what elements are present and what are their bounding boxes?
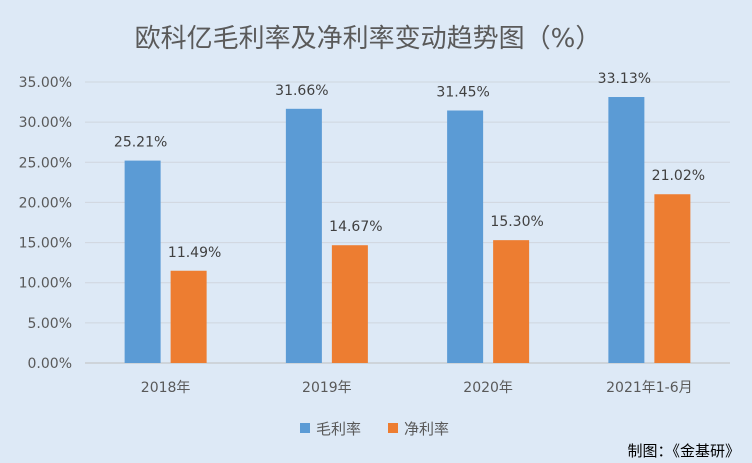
legend-swatch-gross-margin — [300, 423, 310, 433]
bar-gross-margin — [285, 108, 322, 363]
data-label-net-margin: 15.30% — [490, 214, 543, 230]
data-label-gross-margin: 31.66% — [275, 83, 328, 99]
y-tick-label: 30.00% — [19, 115, 72, 131]
data-labels: 25.21% 11.49% 31.66% 14.67% 31.45% 15.30% 33.1… — [114, 71, 705, 261]
x-tick-label: 2019年 — [302, 380, 352, 396]
data-label-net-margin: 21.02% — [652, 168, 705, 184]
legend-label-net-margin: 净利率 — [404, 420, 449, 438]
x-axis: 2018年 2019年 2020年 2021年1-6月 — [141, 380, 693, 396]
bar-net-margin — [170, 270, 207, 363]
y-tick-label: 10.00% — [19, 276, 72, 292]
bars — [124, 97, 691, 363]
bar-gross-margin — [124, 160, 161, 363]
bar-net-margin — [493, 240, 530, 363]
bar-net-margin — [331, 245, 368, 363]
y-tick-label: 0.00% — [28, 356, 72, 372]
y-axis: 0.00% 5.00% 10.00% 15.00% 20.00% 25.00% 30.00%… — [19, 75, 72, 372]
y-tick-label: 20.00% — [19, 195, 72, 211]
data-label-net-margin: 11.49% — [168, 245, 221, 261]
chart-title: 欧科亿毛利率及净利率变动趋势图（%） — [135, 24, 602, 54]
data-label-gross-margin: 25.21% — [114, 135, 167, 151]
legend: 毛利率 净利率 — [300, 420, 449, 438]
legend-swatch-net-margin — [388, 423, 398, 433]
x-tick-label: 2018年 — [141, 380, 191, 396]
y-tick-label: 15.00% — [19, 236, 72, 252]
legend-label-gross-margin: 毛利率 — [316, 420, 361, 438]
y-tick-label: 5.00% — [28, 316, 72, 332]
data-label-net-margin: 14.67% — [329, 219, 382, 235]
x-tick-label: 2021年1-6月 — [606, 380, 693, 396]
y-tick-label: 35.00% — [19, 75, 72, 91]
bar-net-margin — [654, 194, 691, 363]
data-label-gross-margin: 33.13% — [598, 71, 651, 87]
data-label-gross-margin: 31.45% — [436, 85, 489, 101]
y-tick-label: 25.00% — [19, 155, 72, 171]
x-tick-label: 2020年 — [463, 380, 513, 396]
bar-gross-margin — [447, 110, 484, 363]
bar-gross-margin — [608, 97, 645, 363]
source-credit: 制图：《金基研》 — [627, 442, 740, 460]
